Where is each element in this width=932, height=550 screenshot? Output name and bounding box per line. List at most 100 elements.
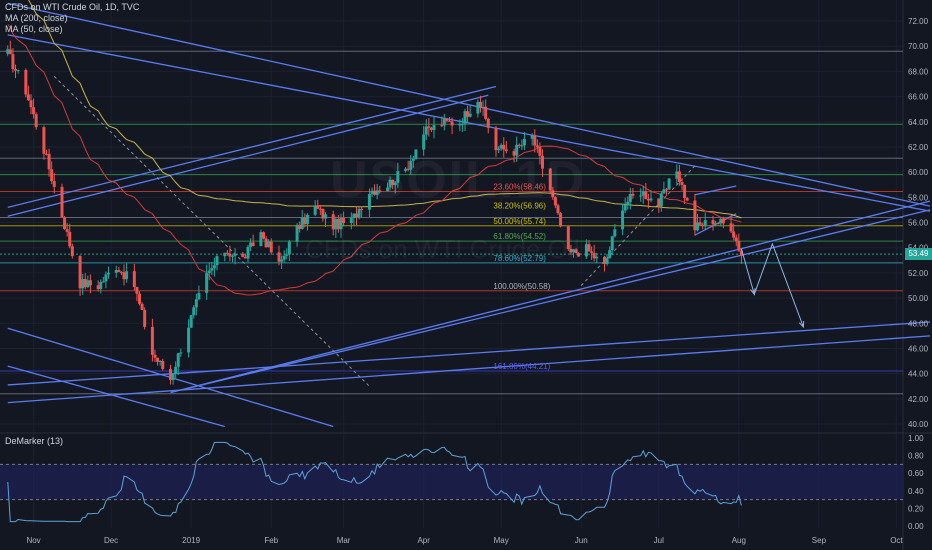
trendline [7,34,931,212]
candle-body [404,168,408,171]
candle-body [107,272,110,275]
candle-body [595,256,599,259]
demarker-tick-label: 0.00 [908,522,924,531]
candle-body [711,220,715,225]
candle-body [153,354,157,358]
price-tick-label: 64.00 [908,118,929,127]
candle-body [11,54,15,70]
candle-body [677,171,681,183]
candle-body [440,125,444,127]
candle-body [719,218,723,224]
demarker-tick-label: 0.40 [908,487,924,496]
candle-body [732,231,736,238]
candle-body [608,250,612,259]
candle-body [512,151,516,156]
candle-body [406,168,410,170]
candle-body [305,214,309,225]
candle-body [156,357,160,362]
ma50-legend[interactable]: MA (50, close) [5,24,63,34]
candle-body [667,178,671,190]
candle-body [352,213,356,219]
trendline [7,365,225,428]
projection-arrowhead [750,288,756,296]
trendline [7,321,931,386]
candle-body [631,193,635,196]
candle-body [538,147,542,156]
candle-body [391,179,395,186]
candle-body [458,123,462,126]
candle-body [370,190,374,195]
current-price-tag: 53.49 [905,248,932,261]
candle-body [262,232,265,239]
candle-body [334,218,338,230]
candle-body [63,217,67,230]
candle-body [533,135,537,146]
candle-body [215,256,219,266]
candle-body [644,191,648,199]
candle-body [16,70,20,72]
demarker-line [7,441,742,523]
candle-body [424,126,428,135]
candle-body [342,218,346,224]
trendline [7,335,931,404]
candle-body [466,111,470,117]
candle-body [285,254,289,256]
price-tick-label: 40.00 [908,420,929,429]
candle-body [522,138,526,146]
fib-label: 50.00%(55.74) [493,217,546,226]
candle-body [287,241,291,255]
watermark-name: CFDs on WTI Crude Oil [305,234,580,264]
time-tick-label: Jul [654,536,664,545]
candle-body [125,271,129,280]
time-tick-label: Jun [575,536,588,545]
candle-body [114,270,118,273]
candle-body [207,270,211,274]
symbol-title[interactable]: CFDs on WTI Crude Oil, 1D, TVC [5,2,140,12]
demarker-legend[interactable]: DeMarker (13) [5,436,64,446]
price-tick-label: 44.00 [908,370,929,379]
candle-body [280,259,284,262]
candle-body [78,256,82,289]
price-tick-label: 66.00 [908,93,929,102]
candle-body [659,193,663,207]
candle-body [422,134,426,150]
candle-body [34,114,38,128]
candle-body [442,118,446,126]
ma200-legend[interactable]: MA (200, close) [5,13,68,23]
price-tick-label: 72.00 [908,17,929,26]
candle-body [574,249,578,254]
price-tick-label: 56.00 [908,219,929,228]
candle-body [60,186,64,218]
candle-body [432,125,436,130]
candle-body [476,101,480,114]
candle-body [295,224,299,242]
candle-body [243,256,247,259]
candle-body [551,190,555,198]
candle-body [411,158,415,161]
candle-body [590,251,594,253]
candle-body [548,168,552,191]
candles [6,40,743,385]
candle-body [32,107,36,115]
candle-body [484,106,488,119]
candle-body [101,281,105,283]
candle-body [355,213,358,218]
time-tick-label: Aug [732,536,746,545]
candle-body [641,191,645,196]
candle-body [559,213,563,227]
candle-body [189,315,193,328]
candle-body [463,111,467,124]
candle-body [233,253,237,256]
time-tick-label: Nov [26,536,40,545]
price-tick-label: 58.00 [908,193,929,202]
time-tick-label: Feb [264,536,278,545]
candle-body [26,94,30,101]
candle-body [171,374,175,380]
candle-body [427,126,431,128]
price-tick-label: 70.00 [908,42,929,51]
candle-body [520,145,524,147]
candle-body [360,208,364,210]
candle-body [623,204,627,211]
candle-body [662,189,666,194]
